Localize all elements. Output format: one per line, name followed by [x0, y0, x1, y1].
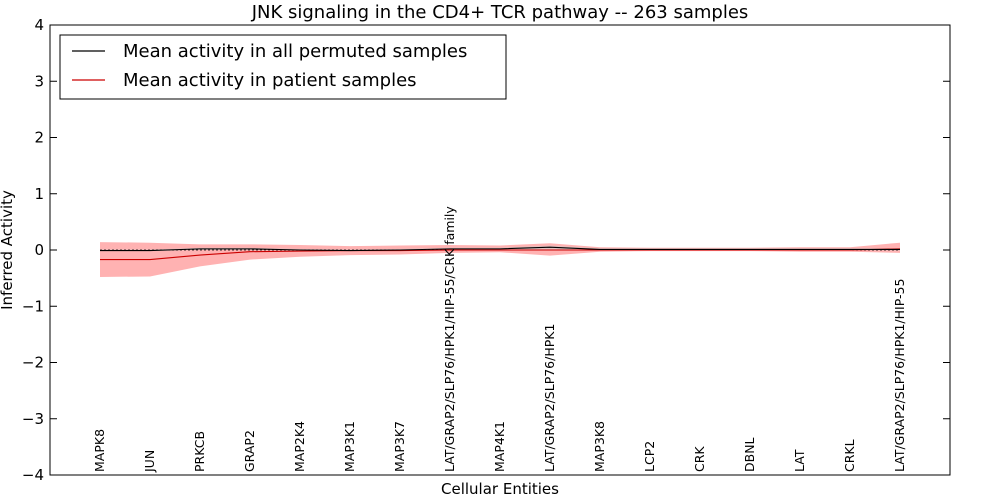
- y-tick-label: 3: [34, 72, 44, 90]
- y-tick-label: 4: [34, 16, 44, 34]
- y-axis-label: Inferred Activity: [0, 190, 16, 310]
- category-label: JUN: [142, 450, 157, 473]
- band-patient: [100, 242, 900, 277]
- y-tick-label: 2: [34, 129, 44, 147]
- y-tick-label: 1: [34, 185, 44, 203]
- plot-area: [100, 242, 901, 277]
- category-label: LAT: [792, 449, 807, 472]
- legend-label-patient: Mean activity in patient samples: [123, 70, 417, 91]
- category-label: LAT/GRAP2/SLP76/HPK1/HIP-55: [892, 279, 907, 472]
- category-label: MAP3K8: [592, 421, 607, 472]
- series-line-patient: [100, 248, 901, 261]
- y-tick-label: −3: [22, 410, 44, 428]
- category-label: MAPK8: [92, 429, 107, 472]
- chart-title: JNK signaling in the CD4+ TCR pathway --…: [251, 2, 749, 23]
- y-axis: 4 3 2 1 0 −1 −2 −3 −4: [22, 16, 950, 484]
- category-label: DBNL: [742, 437, 757, 472]
- category-label: PRKCB: [192, 431, 207, 472]
- category-label: MAP4K1: [492, 421, 507, 472]
- category-label: LAT/GRAP2/SLP76/HPK1: [542, 324, 557, 472]
- category-label: MAP2K4: [292, 421, 307, 472]
- legend-box: [59, 34, 507, 100]
- series-line-permuted: [100, 246, 900, 252]
- category-label: MAP3K7: [392, 421, 407, 472]
- x-axis-label: Cellular Entities: [441, 480, 559, 498]
- category-label: LAT/GRAP2/SLP76/HPK1/HIP-55/CRK family: [442, 206, 457, 472]
- legend: Mean activity in all permuted samples Me…: [59, 34, 507, 100]
- y-tick-label: 0: [34, 241, 44, 259]
- category-label: LCP2: [642, 441, 657, 472]
- y-tick-label: −4: [22, 466, 44, 484]
- category-label: CRK: [692, 446, 707, 472]
- category-label: GRAP2: [242, 430, 257, 472]
- category-label: MAP3K1: [342, 421, 357, 472]
- y-tick-label: −1: [22, 297, 44, 315]
- category-labels: MAPK8 JUN PRKCB GRAP2 MAP2K4 MAP3K1 MAP3K7 LAT/…: [92, 206, 907, 473]
- legend-label-permuted: Mean activity in all permuted samples: [123, 41, 467, 62]
- y-tick-label: −2: [22, 354, 44, 372]
- category-label: CRKL: [842, 439, 857, 472]
